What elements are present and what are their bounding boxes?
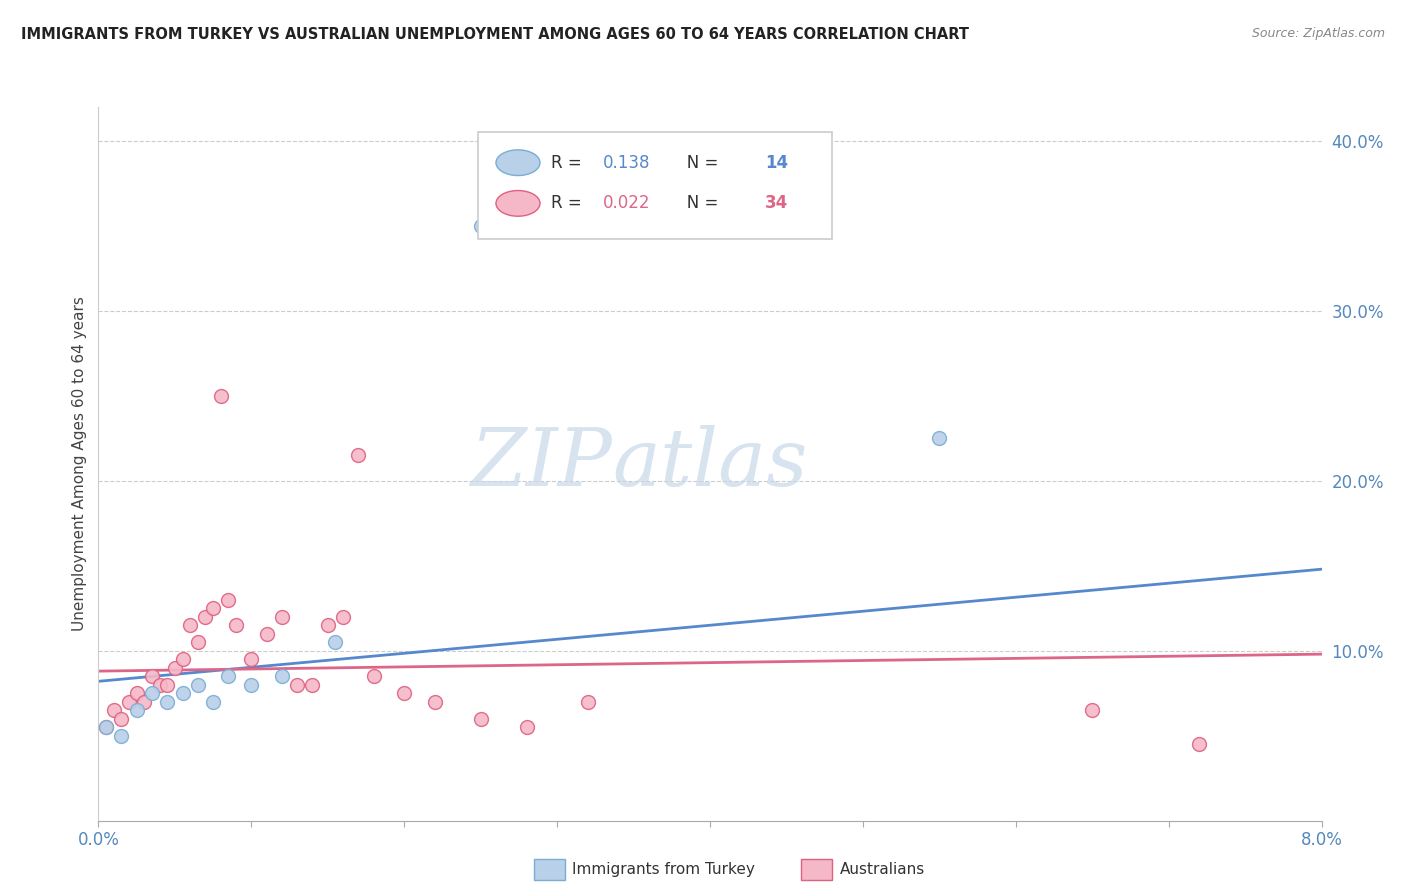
Text: IMMIGRANTS FROM TURKEY VS AUSTRALIAN UNEMPLOYMENT AMONG AGES 60 TO 64 YEARS CORR: IMMIGRANTS FROM TURKEY VS AUSTRALIAN UNE… [21, 27, 969, 42]
Text: 34: 34 [765, 194, 789, 212]
Point [576, 695, 599, 709]
Point [363, 669, 385, 683]
Point [110, 712, 132, 726]
Point [94, 720, 117, 734]
Point [134, 695, 156, 709]
Text: 0.022: 0.022 [602, 194, 650, 212]
Point [347, 448, 370, 462]
Point [156, 678, 179, 692]
Point [325, 635, 347, 649]
Point [179, 618, 201, 632]
Point [141, 686, 163, 700]
Point [141, 669, 163, 683]
Point [515, 720, 537, 734]
Text: 0.138: 0.138 [602, 153, 650, 171]
Text: Immigrants from Turkey: Immigrants from Turkey [572, 863, 755, 877]
Point [202, 695, 225, 709]
Point [270, 609, 294, 624]
Point [217, 592, 239, 607]
Point [149, 678, 172, 692]
Point [270, 669, 294, 683]
FancyBboxPatch shape [478, 132, 832, 239]
Point [194, 609, 217, 624]
Point [209, 389, 232, 403]
Circle shape [496, 150, 540, 176]
Point [156, 695, 179, 709]
Point [423, 695, 446, 709]
Text: N =: N = [671, 153, 724, 171]
Text: 14: 14 [765, 153, 789, 171]
Point [118, 695, 141, 709]
Text: atlas: atlas [612, 425, 807, 502]
Point [217, 669, 239, 683]
Point [225, 618, 247, 632]
Point [202, 601, 225, 615]
Point [928, 431, 950, 445]
Point [94, 720, 117, 734]
Point [256, 626, 278, 640]
Point [240, 678, 263, 692]
Point [392, 686, 416, 700]
Y-axis label: Unemployment Among Ages 60 to 64 years: Unemployment Among Ages 60 to 64 years [72, 296, 87, 632]
Point [470, 712, 492, 726]
Text: Source: ZipAtlas.com: Source: ZipAtlas.com [1251, 27, 1385, 40]
Point [163, 661, 186, 675]
Circle shape [496, 191, 540, 216]
Point [110, 729, 132, 743]
Text: ZIP: ZIP [471, 425, 612, 502]
Point [187, 635, 209, 649]
Point [316, 618, 339, 632]
Text: Australians: Australians [839, 863, 925, 877]
Text: R =: R = [551, 153, 588, 171]
Point [125, 703, 148, 717]
Text: N =: N = [671, 194, 724, 212]
Point [470, 219, 492, 233]
Point [1188, 737, 1211, 751]
Point [332, 609, 354, 624]
Point [103, 703, 125, 717]
Point [285, 678, 308, 692]
Point [172, 686, 194, 700]
Text: R =: R = [551, 194, 588, 212]
Point [125, 686, 148, 700]
Point [301, 678, 323, 692]
Point [1081, 703, 1104, 717]
Point [187, 678, 209, 692]
Point [172, 652, 194, 666]
Point [240, 652, 263, 666]
